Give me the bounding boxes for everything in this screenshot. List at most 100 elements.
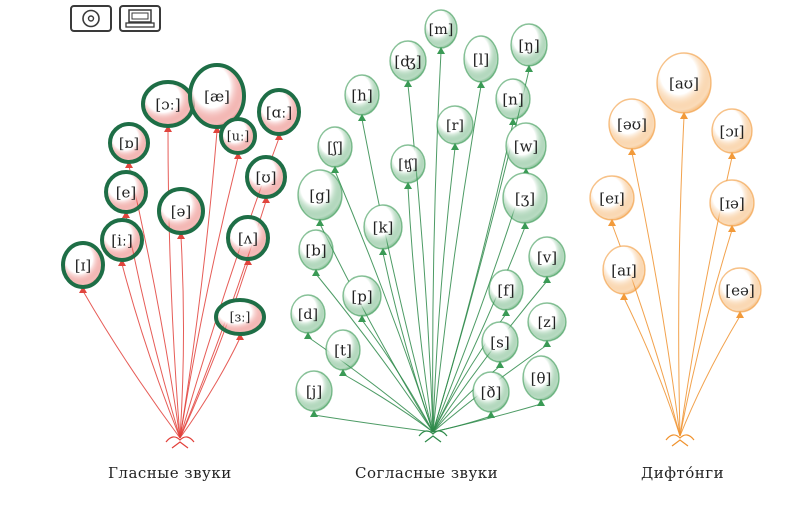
balloon-tie: [122, 211, 130, 218]
phoneme-symbol: [s]: [490, 333, 509, 351]
balloon-tie: [118, 259, 126, 266]
phoneme-symbol: [aʊ]: [669, 74, 699, 92]
consonants-balloon[interactable]: [v]: [528, 236, 566, 283]
consonants-balloon[interactable]: [θ]: [522, 355, 560, 406]
consonants-balloon[interactable]: [r]: [436, 105, 474, 150]
consonants-balloon[interactable]: [z]: [527, 302, 567, 347]
vowels-balloon[interactable]: [ɔː]: [141, 80, 195, 132]
consonants-balloon[interactable]: [ʧ]: [390, 144, 426, 189]
balloon-string: [432, 147, 456, 433]
balloon-body: [608, 98, 656, 150]
balloon-body: [656, 52, 712, 114]
balloon-body: [108, 122, 150, 164]
vowels-balloon[interactable]: [e]: [104, 170, 148, 218]
balloon-string: [315, 273, 434, 433]
consonants-balloon[interactable]: [s]: [481, 321, 519, 368]
consonants-balloon[interactable]: [b]: [298, 229, 334, 276]
balloon-body: [290, 294, 326, 334]
vowels-balloon[interactable]: [uː]: [219, 117, 257, 159]
balloon-tie: [310, 410, 318, 417]
phoneme-symbol: [b]: [305, 241, 326, 259]
balloon-body: [257, 88, 301, 136]
phoneme-symbol: [ɪə]: [719, 194, 744, 212]
balloon-body: [390, 144, 426, 184]
vowels-balloon[interactable]: [ə]: [157, 187, 205, 239]
consonants-balloon[interactable]: [n]: [495, 78, 531, 125]
computer-icon[interactable]: [119, 5, 161, 32]
vowels-balloon[interactable]: [æ]: [188, 63, 246, 133]
diphthongs-balloon[interactable]: [aʊ]: [656, 52, 712, 119]
diphthongs-balloon[interactable]: [əʊ]: [608, 98, 656, 155]
balloon-body: [298, 229, 334, 271]
phoneme-symbol: [iː]: [111, 231, 133, 249]
diphthongs-balloon[interactable]: [aɪ]: [602, 245, 646, 300]
vowels-balloon[interactable]: [iː]: [100, 218, 144, 266]
balloon-tie: [275, 133, 283, 140]
phoneme-symbol: [t]: [334, 341, 352, 359]
diphthongs-balloon[interactable]: [ɔɪ]: [711, 108, 753, 159]
consonants-balloon[interactable]: [l]: [463, 35, 499, 88]
balloon-string: [179, 130, 218, 439]
balloon-tie: [543, 340, 551, 347]
consonants-balloon[interactable]: [d]: [290, 294, 326, 339]
diphthongs-balloon[interactable]: [eɪ]: [589, 175, 635, 226]
disc-icon[interactable]: [70, 5, 112, 32]
consonants-balloon[interactable]: [k]: [363, 204, 403, 255]
balloon-body: [363, 204, 403, 250]
balloon-body: [219, 117, 257, 155]
balloon-string: [382, 252, 434, 433]
vowels-balloon[interactable]: [ɒ]: [108, 122, 150, 168]
phoneme-symbol: [k]: [373, 218, 394, 236]
vowels-balloon[interactable]: [ʌ]: [226, 215, 270, 265]
balloon-body: [342, 275, 382, 317]
balloon-body: [522, 355, 560, 401]
balloon-string: [407, 84, 434, 433]
phoneme-symbol: [f]: [497, 281, 514, 299]
balloon-string: [179, 236, 185, 439]
consonants-balloon[interactable]: [h]: [344, 74, 380, 121]
balloon-tie: [628, 148, 636, 155]
balloon-tie: [125, 161, 133, 168]
consonants-balloon[interactable]: [w]: [505, 122, 547, 175]
phoneme-symbol: [eɪ]: [599, 189, 624, 207]
vowels-balloon[interactable]: [ɪ]: [61, 241, 105, 293]
balloon-tie: [451, 143, 459, 150]
balloon-tie: [728, 152, 736, 159]
balloon-string: [678, 116, 685, 437]
balloon-body: [325, 329, 361, 371]
consonants-balloon[interactable]: [m]: [424, 9, 458, 54]
balloon-string: [432, 85, 482, 433]
diphthongs-balloon[interactable]: [eə]: [718, 267, 762, 318]
balloon-body: [157, 187, 205, 235]
consonants-balloon[interactable]: [p]: [342, 275, 382, 322]
consonants-balloon[interactable]: [ʤ]: [389, 40, 427, 87]
consonants-balloon[interactable]: [ŋ]: [510, 23, 548, 72]
consonants-balloon[interactable]: [ʒ]: [502, 172, 548, 229]
balloon-string: [631, 152, 681, 437]
balloon-tie: [304, 332, 312, 339]
consonants-balloon[interactable]: [j]: [295, 370, 333, 417]
consonants-balloon[interactable]: [t]: [325, 329, 361, 376]
balloon-string: [167, 129, 181, 439]
phoneme-symbol: [ɑː]: [266, 103, 292, 121]
vowels-balloon[interactable]: [ɑː]: [257, 88, 301, 140]
balloon-tie: [736, 311, 744, 318]
balloon-tie: [379, 248, 387, 255]
balloon-tie: [244, 258, 252, 265]
balloon-tie: [177, 232, 185, 239]
consonants-balloon[interactable]: [ð]: [472, 371, 510, 418]
balloon-body: [527, 302, 567, 342]
consonants-balloon[interactable]: [ʃ]: [317, 126, 353, 173]
consonants-balloon[interactable]: [g]: [297, 169, 343, 226]
vowels-balloon[interactable]: [ʊ]: [245, 155, 287, 203]
vowels-balloon[interactable]: [ɜː]: [214, 298, 266, 340]
diphthongs-balloon[interactable]: [ɪə]: [709, 179, 755, 232]
balloon-string: [179, 337, 241, 439]
phoneme-symbol: [eə]: [725, 281, 754, 299]
balloon-tie: [487, 411, 495, 418]
balloon-body: [317, 126, 353, 168]
vowels-knot: [165, 436, 195, 449]
phoneme-symbol: [ʃ]: [327, 138, 343, 156]
balloon-tie: [331, 166, 339, 173]
consonants-balloon[interactable]: [f]: [488, 269, 524, 316]
